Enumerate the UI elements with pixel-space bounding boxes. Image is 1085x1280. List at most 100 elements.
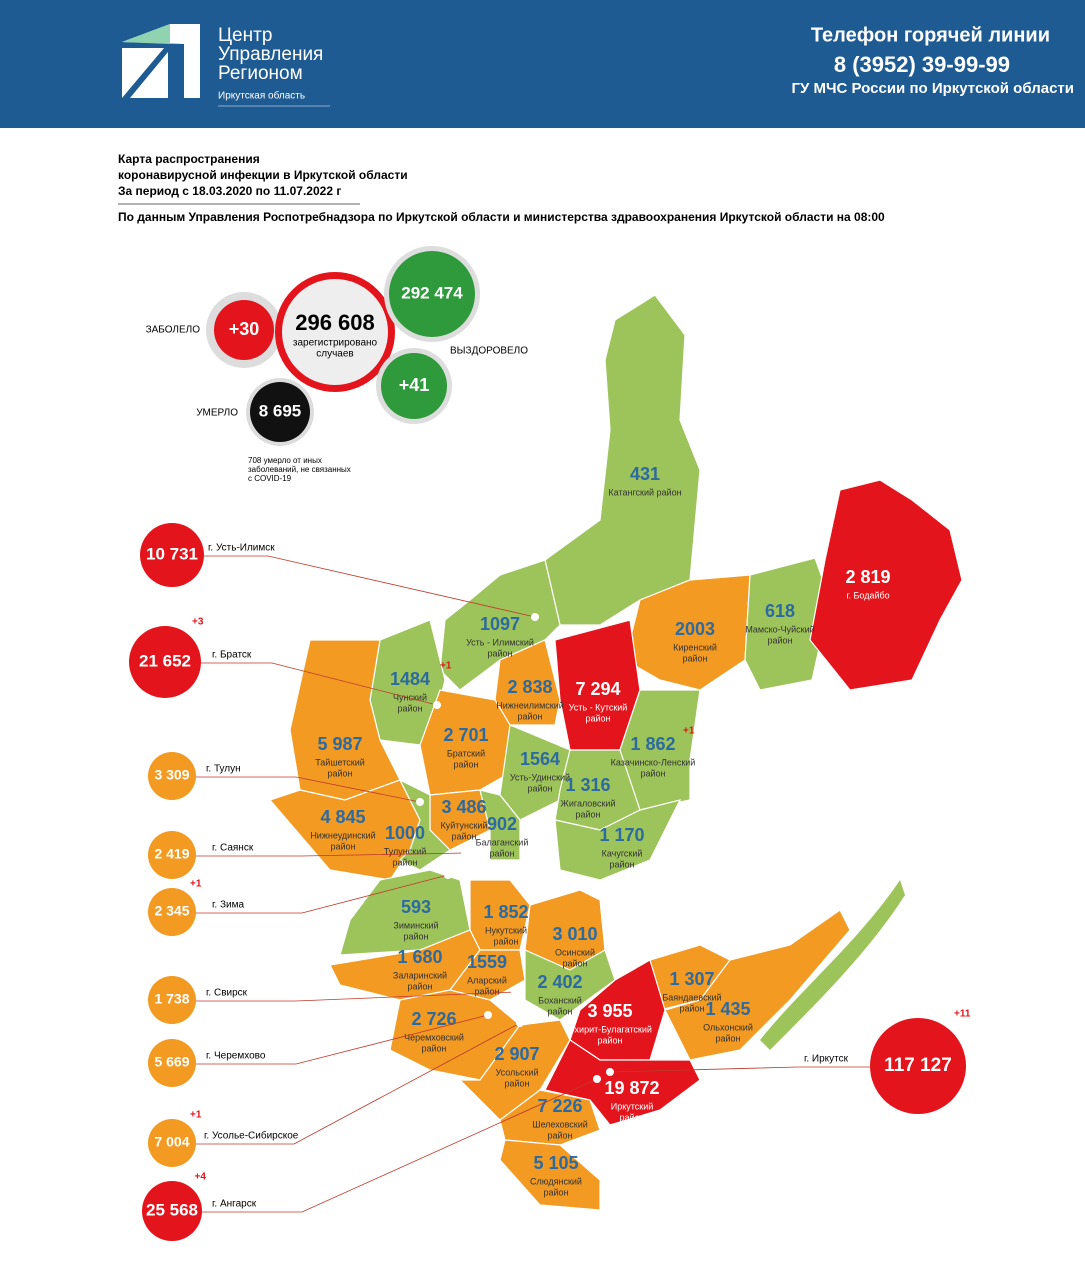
city-increment: +1 xyxy=(190,1110,202,1121)
died-label: УМЕРЛО xyxy=(196,408,238,419)
district-value: 5 105 xyxy=(533,1153,578,1173)
map-point xyxy=(416,798,424,806)
district-name: район xyxy=(679,1003,704,1013)
district-name: район xyxy=(547,1006,572,1016)
logo-shape xyxy=(130,52,168,98)
district-area xyxy=(419,689,516,796)
district-name: Боханский xyxy=(538,995,582,1005)
map-point xyxy=(444,871,452,879)
recovered-new-circle xyxy=(381,353,447,419)
district-name: район xyxy=(453,759,478,769)
district-value: 2003 xyxy=(675,619,715,639)
district-name: Усть - Илимский xyxy=(466,637,534,647)
intro-source: По данным Управления Роспотребнадзора по… xyxy=(118,210,885,224)
died-note: заболеваний, не связанных xyxy=(248,465,351,474)
district-area xyxy=(439,559,561,691)
city-increment: +3 xyxy=(192,617,204,628)
city-circle xyxy=(148,831,196,879)
sick-new: +30 xyxy=(229,319,260,339)
connector xyxy=(201,662,438,706)
city-circle xyxy=(148,752,196,800)
district-area xyxy=(744,557,831,691)
district-name: район xyxy=(517,711,542,721)
district-name: Баяндаевский xyxy=(662,992,721,1002)
district-name: Казачинско-Ленский xyxy=(611,757,696,767)
district-name: район xyxy=(474,986,499,996)
logo-subtitle: Иркутская область xyxy=(218,90,305,102)
city-increment: +4 xyxy=(195,1172,207,1183)
city-circle xyxy=(148,1039,196,1087)
died-note: 708 умерло от иных xyxy=(248,456,322,465)
hotline-title: Телефон горячей линии xyxy=(811,24,1050,46)
map-point xyxy=(606,1068,614,1076)
district-name: район xyxy=(504,1078,529,1088)
district-area xyxy=(499,1139,601,1211)
connector xyxy=(196,852,466,857)
hotline-phone: 8 (3952) 39-99-99 xyxy=(834,52,1010,77)
map-point xyxy=(516,1019,524,1027)
district-value: 1 307 xyxy=(669,969,714,989)
connector xyxy=(196,776,421,803)
city-name: г. Зима xyxy=(212,900,244,911)
district-value: 3 955 xyxy=(587,1001,632,1021)
map-point xyxy=(433,701,441,709)
connector xyxy=(202,1078,598,1213)
district-value: 1 170 xyxy=(599,825,644,845)
district-area xyxy=(499,724,571,821)
district-value: 2 819 xyxy=(845,567,890,587)
logo-shape xyxy=(122,24,170,44)
city-name: г. Свирск xyxy=(206,988,248,999)
district-value: 1 435 xyxy=(705,999,750,1019)
district-value: 3 486 xyxy=(441,797,486,817)
died-note: с COVID-19 xyxy=(248,474,292,483)
district-name: Качугский xyxy=(602,848,643,858)
summary: +30 ЗАБОЛЕЛО 296 608 зарегистрировано сл… xyxy=(146,246,528,483)
district-value: 431 xyxy=(630,464,660,484)
city-circle xyxy=(129,626,201,698)
connector xyxy=(196,874,449,914)
sick-label: ЗАБОЛЕЛО xyxy=(146,325,201,336)
connector xyxy=(196,1014,489,1065)
total-circle xyxy=(282,279,388,385)
logo-text: Управления xyxy=(218,44,323,65)
city-increment: +1 xyxy=(190,879,202,890)
city-circle xyxy=(140,523,204,587)
intro-title: Карта распространения xyxy=(118,152,260,166)
district-value: 5 987 xyxy=(317,734,362,754)
district-increment: +4 xyxy=(662,1070,674,1081)
city-name: г. Черемхово xyxy=(206,1051,266,1062)
district-name: Жигаловский xyxy=(561,798,616,808)
recovered-new: +41 xyxy=(399,375,430,395)
district-value: 19 872 xyxy=(604,1078,659,1098)
district-value: 2 701 xyxy=(443,725,488,745)
district-name: Балаганский xyxy=(476,837,529,847)
district-name: район xyxy=(619,1112,644,1122)
district-increment: +1 xyxy=(683,726,695,737)
district-area xyxy=(809,479,963,691)
city-value: 2 419 xyxy=(154,846,189,862)
city-circle xyxy=(148,888,196,936)
city-increment: +11 xyxy=(954,1009,971,1020)
map-point xyxy=(461,849,469,857)
district-name: район xyxy=(330,841,355,851)
recovered-circle xyxy=(389,251,475,337)
district-name: район xyxy=(609,859,634,869)
district-name: Черемховский xyxy=(404,1032,464,1042)
district-name: Киренский xyxy=(673,642,717,652)
city-name: г. Усолье-Сибирское xyxy=(204,1130,299,1142)
district-value: 1 680 xyxy=(397,947,442,967)
district-name: район xyxy=(547,1130,572,1140)
map-point xyxy=(593,1075,601,1083)
recovered-label: ВЫЗДОРОВЕЛО xyxy=(450,346,528,357)
logo-shape xyxy=(122,48,164,98)
district-name: район xyxy=(767,635,792,645)
district-name: район xyxy=(715,1033,740,1043)
district-value: 1 852 xyxy=(483,902,528,922)
logo-text: Регионом xyxy=(218,63,303,84)
district-name: район xyxy=(585,713,610,723)
district-name: Слюдянский xyxy=(530,1176,582,1186)
district-increment: +1 xyxy=(440,661,452,672)
